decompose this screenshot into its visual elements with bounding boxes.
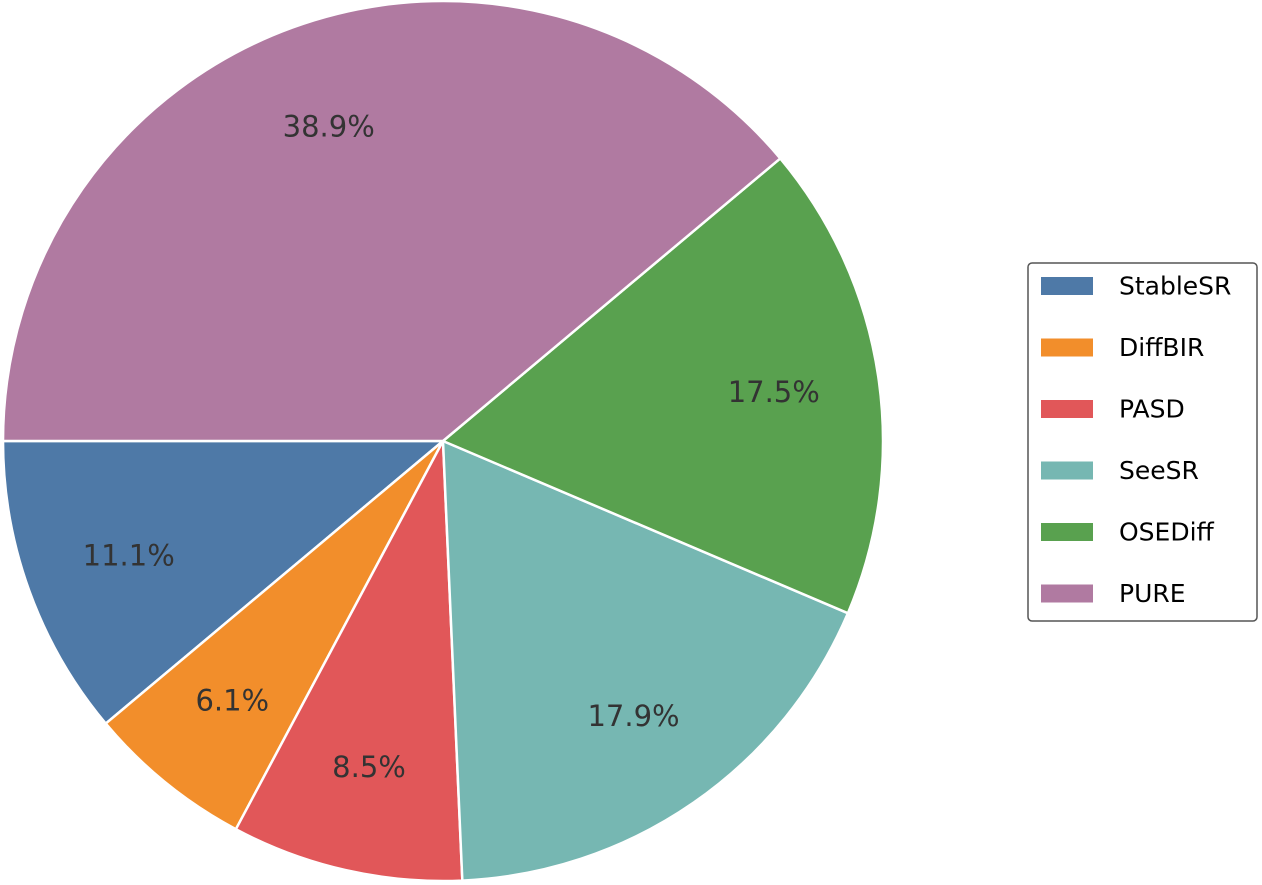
legend-frame	[1027, 262, 1258, 622]
pie-slice-pure	[1, 0, 782, 443]
legend-swatch-osediff	[1041, 523, 1093, 541]
pie-slice-stablesr	[1, 439, 445, 725]
pie-slice-osediff	[441, 157, 885, 615]
legend-label-osediff: OSEDiff	[1119, 518, 1215, 547]
legend-label-pure: PURE	[1119, 579, 1186, 608]
legend: StableSR DiffBIR PASD SeeSR OSEDiff PURE	[1027, 262, 1258, 622]
legend-swatch-diffbir	[1041, 338, 1093, 357]
pct-label-diffbir: 6.1%	[195, 684, 269, 718]
pct-label-seesr: 17.9%	[587, 699, 679, 733]
pie-slice-seesr	[441, 439, 850, 882]
legend-swatch-pasd	[1041, 400, 1093, 418]
pie-slice-pasd	[234, 439, 464, 883]
pct-label-stablesr: 11.1%	[83, 538, 175, 572]
legend-swatch-seesr	[1041, 461, 1093, 480]
legend-label-seesr: SeeSR	[1119, 456, 1199, 485]
pct-label-osediff: 17.5%	[728, 375, 820, 409]
legend-swatch-pure	[1041, 584, 1093, 603]
legend-label-pasd: PASD	[1119, 395, 1185, 424]
pie-slice-diffbir	[104, 439, 445, 831]
legend-label-stablesr: StableSR	[1119, 272, 1231, 301]
pie-percentage-labels: 11.1% 6.1% 8.5% 17.9% 17.5% 38.9%	[83, 110, 820, 784]
legend-swatch-stablesr	[1041, 277, 1093, 295]
pct-label-pure: 38.9%	[283, 110, 375, 144]
pie-slices	[1, 0, 885, 883]
legend-label-diffbir: DiffBIR	[1119, 333, 1204, 362]
pct-label-pasd: 8.5%	[332, 750, 406, 784]
